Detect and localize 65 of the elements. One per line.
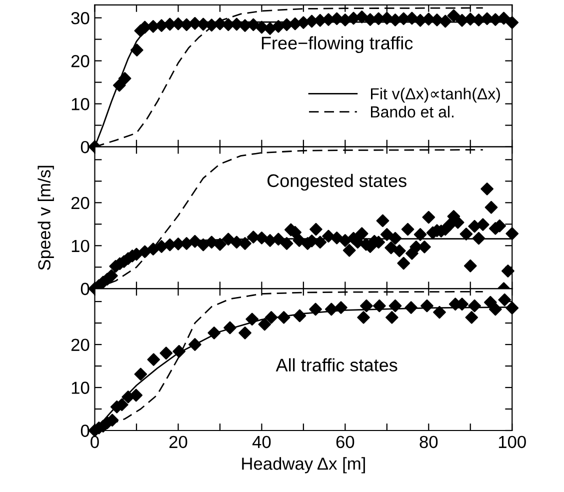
point (264, 22, 276, 35)
point (172, 344, 186, 358)
y-tick-label: 30 (71, 12, 90, 24)
point (324, 302, 338, 316)
point (277, 311, 290, 324)
point (224, 321, 236, 334)
point (447, 9, 460, 22)
y-tick-label: 10 (72, 98, 90, 110)
point (334, 301, 348, 314)
point (130, 388, 142, 402)
point (498, 293, 512, 306)
x-tick-label: 0 (90, 436, 99, 448)
point (433, 306, 446, 319)
annotation: Free−flowing traffic (262, 36, 413, 54)
point (118, 72, 132, 85)
point (372, 299, 386, 312)
point (420, 299, 434, 312)
point (160, 346, 173, 360)
point (468, 299, 481, 312)
point (355, 10, 368, 24)
point (438, 14, 452, 28)
point (134, 368, 148, 381)
x-tick-label: 100 (498, 436, 526, 448)
point (360, 299, 373, 312)
y-tick-label: 0 (80, 282, 90, 296)
point (147, 353, 160, 366)
point (484, 296, 497, 309)
point (258, 318, 272, 331)
point (404, 301, 418, 314)
point (506, 16, 519, 29)
x-tick-label: 60 (336, 436, 354, 448)
point (246, 18, 260, 32)
point (238, 326, 252, 340)
point (388, 299, 402, 312)
point (246, 312, 259, 326)
x-tick-label: 40 (252, 436, 271, 448)
point (506, 302, 519, 314)
y-tick-label: 0 (80, 140, 90, 154)
point (188, 338, 202, 351)
annotation: All traffic states (276, 358, 398, 372)
annotation: Congested states (267, 174, 406, 191)
point (406, 12, 418, 25)
y-tick-label: 20 (71, 338, 90, 351)
point (208, 326, 221, 340)
x-axis-title: Headway Δx [m] (242, 457, 365, 474)
point (293, 309, 306, 322)
point (264, 311, 278, 324)
point (112, 78, 126, 92)
point (385, 311, 398, 324)
y-tick-label: 20 (71, 196, 90, 210)
point (309, 302, 322, 316)
y-tick-label: 10 (72, 240, 90, 252)
y-tick-label: 20 (71, 54, 90, 68)
x-tick-label: 20 (169, 436, 188, 448)
point (357, 311, 370, 324)
point (497, 12, 510, 25)
point (488, 302, 502, 316)
point (130, 44, 144, 56)
x-tick-label: 80 (420, 436, 438, 448)
y-tick-label: 0 (80, 424, 90, 437)
y-axis-title: Speed v [m/s] (38, 166, 54, 270)
legend-label: Fit v(Δx)∝tanh(Δx) (371, 88, 500, 103)
y-tick-label: 10 (72, 382, 90, 394)
point (465, 311, 478, 324)
legend-label: Bando et al. (371, 106, 454, 118)
